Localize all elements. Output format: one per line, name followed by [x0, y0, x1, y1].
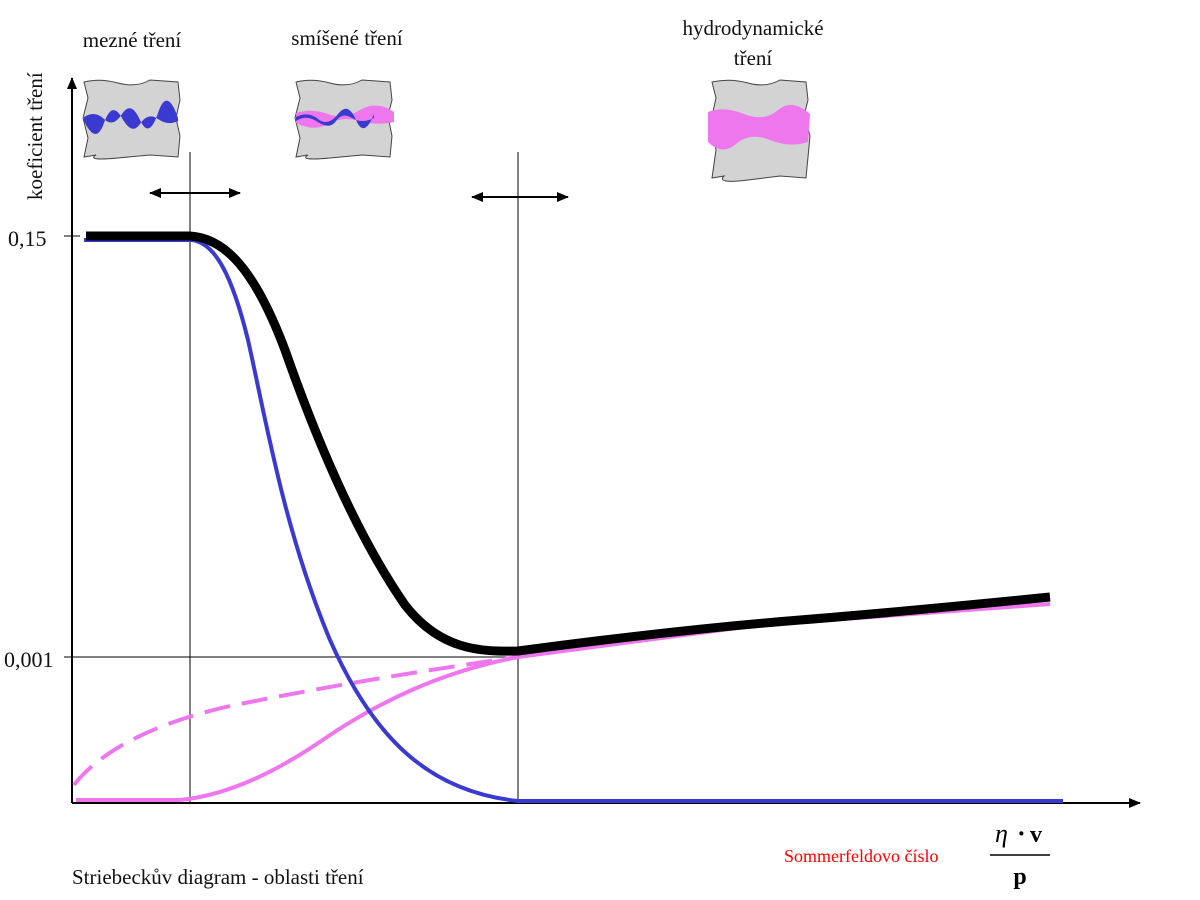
mixed-friction-surface-illustration [294, 79, 394, 160]
sommerfeld-numerator-dot: · [1017, 819, 1026, 848]
sommerfeld-label: Sommerfeldovo číslo [784, 846, 938, 866]
region-label-boundary: mezné tření [83, 28, 182, 52]
sommerfeld-numerator-v: v [1030, 822, 1042, 848]
region-label-hydrodynamic-line2: tření [734, 46, 773, 70]
hydrodynamic-friction-surface-illustration [708, 79, 811, 182]
sommerfeld-denominator: p [1013, 864, 1026, 890]
y-tick-label-0001: 0,001 [4, 647, 54, 672]
y-axis-label: koeficient tření [23, 72, 47, 200]
region-label-hydrodynamic-line1: hydrodynamické [682, 16, 823, 40]
total-friction-curve [86, 231, 1051, 656]
fluid-friction-dashed-curve [72, 655, 519, 787]
boundary-friction-curve [84, 238, 1063, 803]
boundary-friction-surface-illustration [82, 79, 181, 160]
sommerfeld-numerator-eta: η [995, 819, 1008, 848]
fluid-friction-curve [76, 602, 1051, 802]
region-label-mixed: smíšené tření [291, 26, 403, 50]
y-tick-label-015: 0,15 [8, 226, 47, 251]
diagram-caption: Striebeckův diagram - oblasti tření [72, 865, 364, 889]
